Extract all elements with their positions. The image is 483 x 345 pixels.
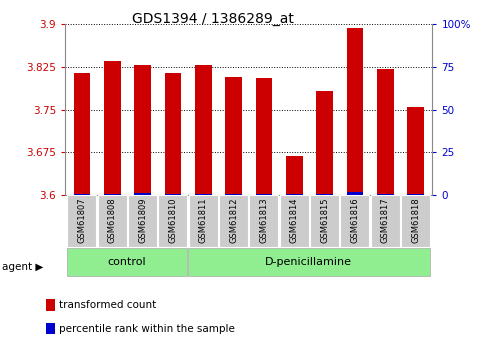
Bar <box>98 195 127 247</box>
Bar <box>256 194 272 195</box>
Bar <box>407 107 424 195</box>
Bar <box>165 194 181 195</box>
Bar <box>195 65 212 195</box>
Bar <box>316 194 333 195</box>
Bar <box>67 248 187 276</box>
Bar <box>188 248 429 276</box>
Bar <box>377 194 394 195</box>
Bar <box>165 72 181 195</box>
Text: GSM61816: GSM61816 <box>351 197 359 243</box>
Text: GSM61817: GSM61817 <box>381 197 390 243</box>
Bar <box>45 323 55 334</box>
Bar <box>341 195 369 247</box>
Bar <box>225 194 242 195</box>
Text: GSM61815: GSM61815 <box>320 197 329 243</box>
Bar <box>219 195 248 247</box>
Bar <box>316 91 333 195</box>
Text: percentile rank within the sample: percentile rank within the sample <box>59 324 235 334</box>
Bar <box>370 195 400 247</box>
Bar <box>347 191 363 195</box>
Text: D-penicillamine: D-penicillamine <box>265 257 352 267</box>
Bar <box>73 194 90 195</box>
Text: agent ▶: agent ▶ <box>2 263 44 272</box>
Bar <box>280 195 309 247</box>
Bar <box>128 195 157 247</box>
Text: GSM61809: GSM61809 <box>138 197 147 243</box>
Text: GSM61812: GSM61812 <box>229 197 238 243</box>
Bar <box>286 194 302 195</box>
Bar <box>256 78 272 195</box>
Text: GSM61807: GSM61807 <box>77 197 86 243</box>
Bar <box>347 28 363 195</box>
Text: control: control <box>108 257 146 267</box>
Text: transformed count: transformed count <box>59 300 156 310</box>
Bar <box>158 195 187 247</box>
Bar <box>195 194 212 195</box>
Bar <box>225 77 242 195</box>
Text: GDS1394 / 1386289_at: GDS1394 / 1386289_at <box>131 12 294 26</box>
Text: GSM61818: GSM61818 <box>411 197 420 243</box>
Bar <box>73 72 90 195</box>
Text: GSM61813: GSM61813 <box>259 197 269 243</box>
Text: GSM61814: GSM61814 <box>290 197 299 243</box>
Bar <box>134 193 151 195</box>
Bar <box>249 195 279 247</box>
Text: GSM61810: GSM61810 <box>169 197 177 243</box>
Bar <box>377 69 394 195</box>
Bar <box>401 195 430 247</box>
Bar <box>104 61 121 195</box>
Bar <box>104 194 121 195</box>
Bar <box>407 194 424 195</box>
Bar <box>67 195 97 247</box>
Bar <box>189 195 218 247</box>
Text: GSM61808: GSM61808 <box>108 197 117 243</box>
Bar <box>310 195 339 247</box>
Text: GSM61811: GSM61811 <box>199 197 208 243</box>
Bar <box>45 299 55 311</box>
Bar <box>134 65 151 195</box>
Bar <box>286 156 302 195</box>
